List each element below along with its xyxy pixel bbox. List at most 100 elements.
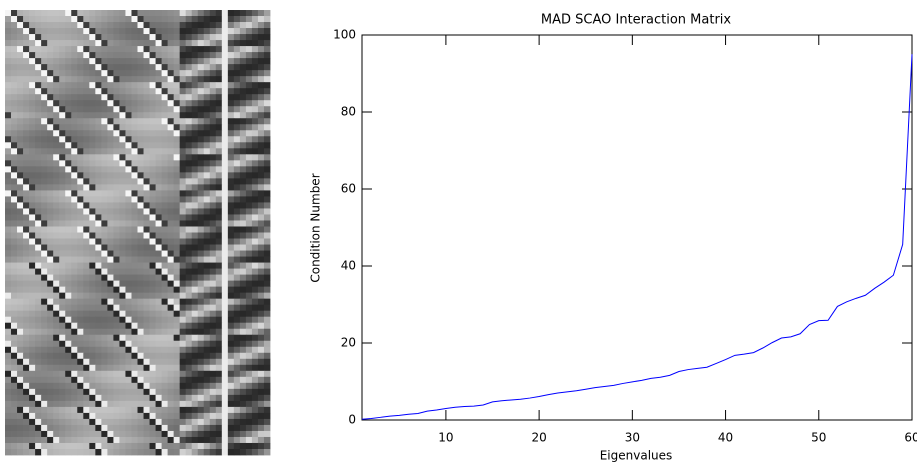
- pixel: [107, 130, 113, 136]
- pixel: [192, 94, 198, 100]
- pixel: [264, 214, 270, 220]
- pixel: [198, 329, 204, 335]
- pixel: [41, 281, 47, 287]
- pixel: [156, 299, 162, 305]
- pixel: [264, 395, 270, 401]
- pixel: [192, 317, 198, 323]
- pixel: [258, 28, 264, 34]
- pixel: [113, 347, 119, 353]
- pixel: [228, 166, 234, 172]
- pixel: [101, 359, 107, 365]
- pixel: [17, 190, 23, 196]
- pixel: [47, 220, 53, 226]
- pixel: [5, 22, 11, 28]
- pixel: [216, 371, 222, 377]
- pixel: [17, 233, 23, 239]
- pixel: [83, 58, 89, 64]
- pixel: [156, 359, 162, 365]
- pixel: [192, 299, 198, 305]
- pixel: [125, 172, 131, 178]
- pixel: [168, 425, 174, 431]
- pixel: [246, 112, 252, 118]
- pixel: [35, 323, 41, 329]
- pixel: [168, 178, 174, 184]
- pixel: [150, 317, 156, 323]
- pixel: [65, 359, 71, 365]
- pixel: [204, 118, 210, 124]
- pixel: [174, 220, 180, 226]
- pixel: [77, 94, 83, 100]
- pixel: [246, 178, 252, 184]
- pixel: [168, 431, 174, 437]
- pixel: [138, 287, 144, 293]
- pixel: [83, 88, 89, 94]
- pixel: [198, 64, 204, 70]
- pixel: [71, 317, 77, 323]
- pixel: [101, 431, 107, 437]
- pixel: [83, 335, 89, 341]
- pixel: [59, 365, 65, 371]
- pixel: [131, 311, 137, 317]
- pixel: [125, 130, 131, 136]
- pixel: [53, 178, 59, 184]
- pixel: [222, 46, 228, 52]
- pixel: [47, 52, 53, 58]
- pixel: [101, 166, 107, 172]
- pixel: [222, 184, 228, 190]
- pixel: [258, 136, 264, 142]
- pixel: [35, 257, 41, 263]
- pixel: [11, 353, 17, 359]
- pixel: [17, 22, 23, 28]
- pixel: [77, 419, 83, 425]
- pixel: [95, 329, 101, 335]
- pixel: [156, 220, 162, 226]
- pixel: [119, 341, 125, 347]
- pixel: [198, 172, 204, 178]
- pixel: [5, 106, 11, 112]
- pixel: [204, 407, 210, 413]
- pixel: [71, 245, 77, 251]
- pixel: [228, 70, 234, 76]
- y-tick-label: 60: [341, 182, 356, 196]
- pixel: [186, 263, 192, 269]
- pixel: [23, 251, 29, 257]
- pixel: [125, 208, 131, 214]
- pixel: [131, 40, 137, 46]
- pixel: [204, 142, 210, 148]
- pixel: [125, 275, 131, 281]
- pixel: [95, 184, 101, 190]
- pixel: [113, 281, 119, 287]
- pixel: [174, 88, 180, 94]
- pixel: [131, 52, 137, 58]
- pixel: [234, 431, 240, 437]
- pixel: [156, 208, 162, 214]
- pixel: [138, 184, 144, 190]
- pixel: [11, 136, 17, 142]
- pixel: [144, 34, 150, 40]
- pixel: [240, 160, 246, 166]
- pixel: [204, 82, 210, 88]
- pixel: [65, 208, 71, 214]
- pixel: [83, 281, 89, 287]
- pixel: [222, 347, 228, 353]
- pixel: [162, 299, 168, 305]
- pixel: [216, 82, 222, 88]
- pixel: [174, 425, 180, 431]
- pixel: [264, 220, 270, 226]
- pixel: [95, 118, 101, 124]
- pixel: [11, 46, 17, 52]
- pixel: [156, 311, 162, 317]
- pixel: [5, 449, 11, 455]
- pixel: [17, 371, 23, 377]
- pixel: [192, 208, 198, 214]
- pixel: [11, 172, 17, 178]
- pixel: [192, 263, 198, 269]
- pixel: [240, 413, 246, 419]
- pixel: [47, 305, 53, 311]
- pixel: [186, 130, 192, 136]
- pixel: [65, 431, 71, 437]
- pixel: [65, 419, 71, 425]
- pixel: [150, 166, 156, 172]
- pixel: [186, 299, 192, 305]
- pixel: [95, 220, 101, 226]
